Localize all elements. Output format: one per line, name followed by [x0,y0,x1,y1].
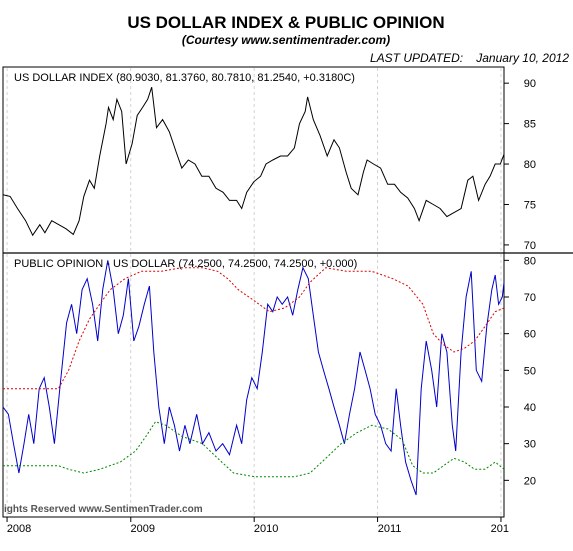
chart-title: US DOLLAR INDEX & PUBLIC OPINION [127,13,444,32]
x-tick-label-0: 2008 [7,523,31,535]
opinion-ytick-label-3: 50 [524,365,536,377]
updated-label: LAST UPDATED: [370,51,463,65]
price-ytick-label-2: 80 [524,159,536,171]
opinion-series-line-2 [3,421,505,478]
grid-layer [6,68,502,516]
opinion-ytick-label-1: 30 [524,439,536,451]
price-panel-frame [2,66,505,254]
x-tick-label-1: 2009 [131,523,155,535]
opinion-series-line-1 [3,267,505,390]
chart-subtitle: (Courtesy www.sentimentrader.com) [182,33,390,47]
opinion-series-line-0 [2,260,505,496]
x-tick-label-4: 201 [491,523,509,535]
opinion-ytick-label-5: 70 [524,292,536,304]
price-ytick-label-0: 70 [524,240,536,252]
opinion-panel-frame [2,252,505,518]
x-tick-label-3: 2011 [378,523,402,535]
footer-copyright: ights Reserved www.SentimenTrader.com [4,504,203,515]
opinion-ytick-label-2: 40 [524,402,536,414]
axis-layer: 70 75 80 85 90 20 30 40 50 60 70 80 2008 2009 2010 2011… [6,78,536,535]
price-series-line-0 [2,87,505,237]
opinion-ytick-label-6: 80 [524,255,536,267]
price-ytick-label-4: 90 [524,78,536,90]
x-tick-label-2: 2010 [254,523,278,535]
price-ytick-label-1: 75 [524,199,536,211]
opinion-ytick-label-4: 60 [524,329,536,341]
price-panel-title: US DOLLAR INDEX (80.9030, 81.3760, 80.78… [14,72,355,84]
updated-date: January 10, 2012 [475,51,569,65]
price-ytick-label-3: 85 [524,119,536,131]
opinion-ytick-label-0: 20 [524,475,536,487]
opinion-panel-title: PUBLIC OPINION - US DOLLAR (74.2500, 74.… [14,258,357,270]
series-layer [2,87,505,496]
